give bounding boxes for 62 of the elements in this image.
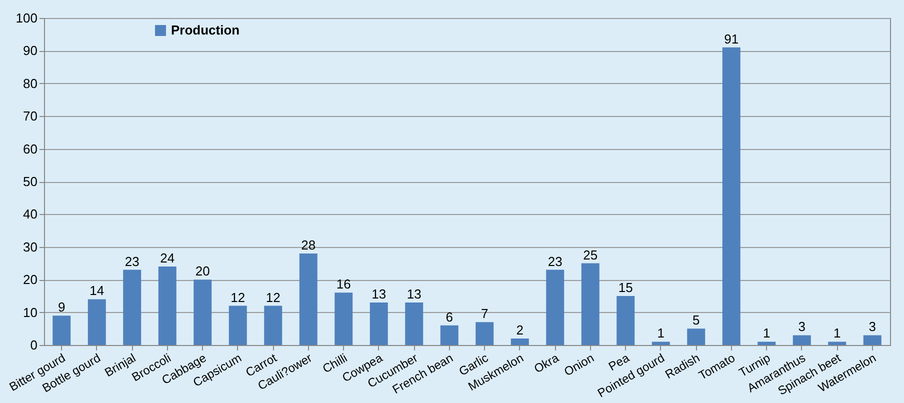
data-label: 5 <box>692 312 700 328</box>
data-label: 14 <box>90 283 104 298</box>
data-label: 12 <box>266 290 280 305</box>
x-tick-label: Okra <box>532 350 562 376</box>
y-tick-label: 70 <box>23 108 38 124</box>
data-label: 12 <box>230 290 246 305</box>
y-tick-label: 50 <box>23 174 38 189</box>
bar <box>792 335 811 345</box>
bar <box>123 270 142 345</box>
data-label: 24 <box>160 250 175 266</box>
bar <box>370 302 388 345</box>
data-label: 1 <box>657 326 664 341</box>
data-label: 6 <box>446 309 453 324</box>
data-label: 91 <box>724 31 739 46</box>
bar <box>546 270 564 345</box>
bar <box>228 306 247 345</box>
data-label: 23 <box>124 254 140 269</box>
y-tick-label: 40 <box>23 206 38 222</box>
bar <box>758 342 776 345</box>
data-label: 13 <box>372 286 386 302</box>
data-label: 23 <box>548 254 562 269</box>
data-label: 3 <box>798 319 806 334</box>
legend-label: Production <box>171 22 240 38</box>
data-label: 3 <box>868 319 876 334</box>
bar <box>440 325 458 345</box>
data-label: 1 <box>763 326 770 341</box>
data-label: 2 <box>516 322 524 338</box>
y-tick-label: 80 <box>23 76 38 91</box>
bar <box>581 263 600 345</box>
bar <box>52 316 71 345</box>
y-tick-label: 100 <box>16 10 38 26</box>
y-tick-label: 60 <box>23 141 38 156</box>
data-label: 20 <box>195 264 210 279</box>
data-label: 7 <box>481 306 488 322</box>
bar <box>194 280 212 345</box>
data-label: 25 <box>583 247 598 262</box>
data-label: 15 <box>618 280 633 295</box>
data-label: 16 <box>336 276 351 292</box>
data-label: 1 <box>834 326 841 341</box>
x-tick-label: Onion <box>562 350 596 379</box>
bar <box>476 322 494 345</box>
bar <box>158 266 176 345</box>
bar <box>687 328 706 345</box>
y-tick-label: 30 <box>23 239 38 254</box>
bar <box>510 338 529 345</box>
bar <box>299 253 318 345</box>
bar <box>828 342 846 345</box>
bar <box>405 302 424 345</box>
bar <box>334 292 353 345</box>
bar <box>722 47 740 345</box>
y-tick-label: 10 <box>23 304 38 320</box>
y-tick-label: 0 <box>30 338 38 352</box>
data-label: 13 <box>406 286 422 302</box>
bar <box>88 299 106 345</box>
data-label: 9 <box>58 300 66 315</box>
bar <box>616 296 635 345</box>
bar <box>264 306 282 345</box>
y-tick-label: 90 <box>23 43 38 58</box>
y-tick-label: 20 <box>23 272 38 288</box>
bar <box>863 335 882 345</box>
bar <box>652 342 670 345</box>
data-label: 28 <box>301 237 316 252</box>
